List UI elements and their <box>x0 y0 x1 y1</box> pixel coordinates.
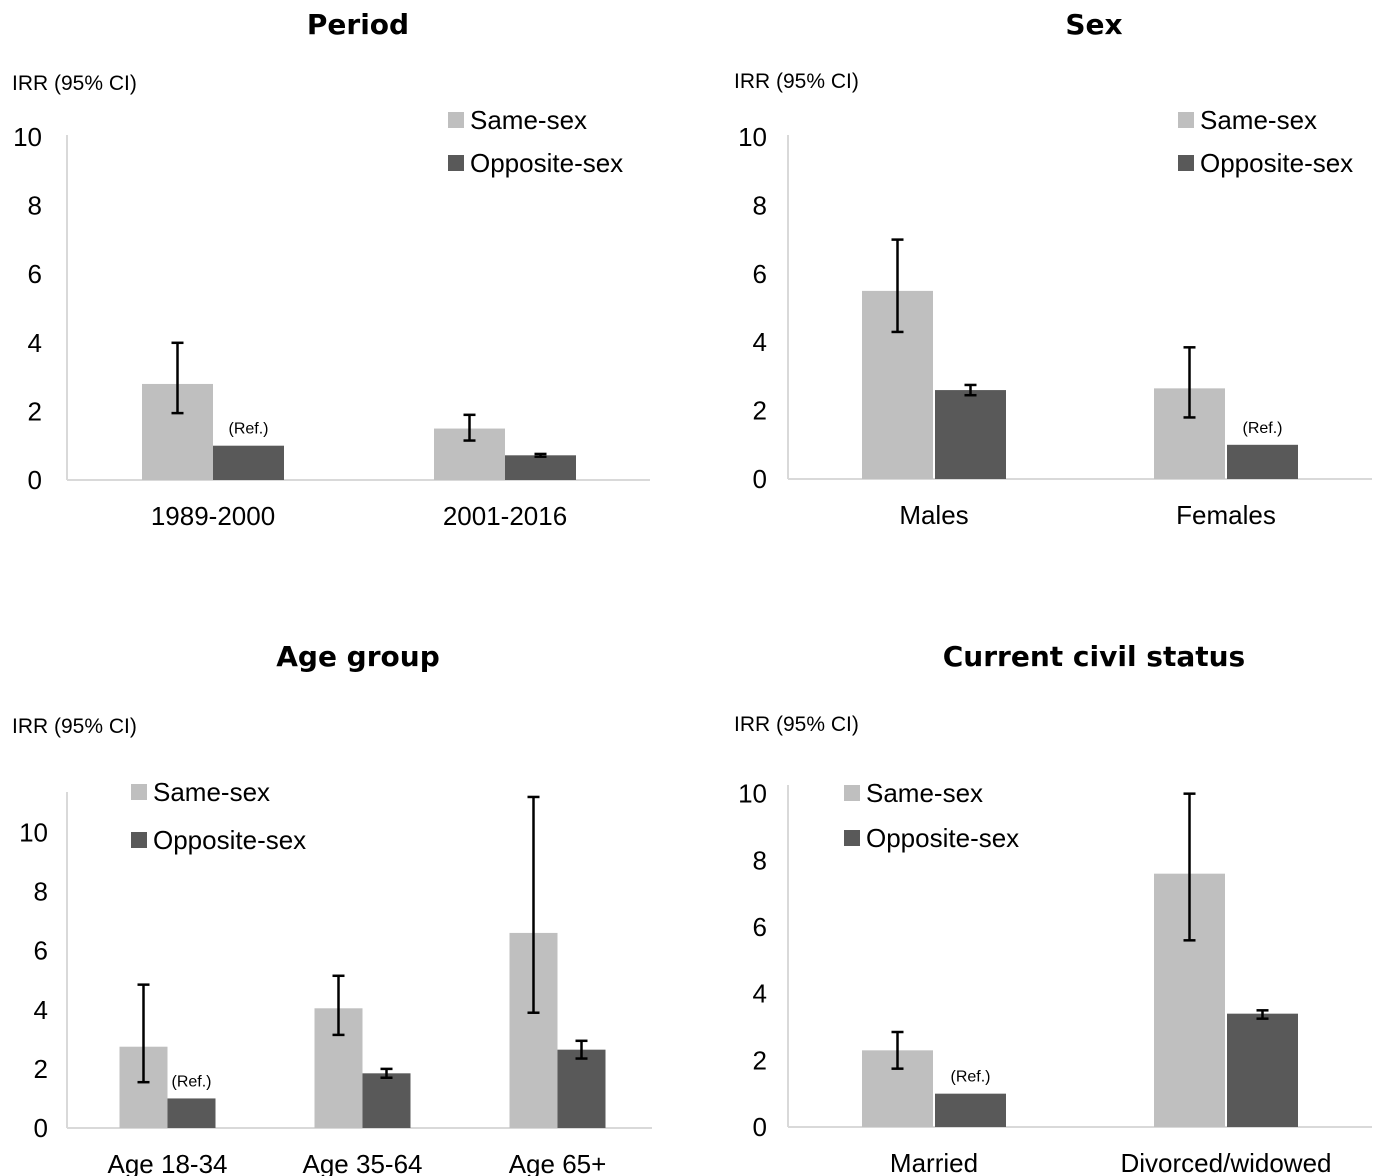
legend-swatch <box>448 112 464 128</box>
y-tick-label: 8 <box>34 877 48 907</box>
legend-label: Same-sex <box>866 778 983 808</box>
y-tick-label: 0 <box>34 1113 48 1143</box>
x-tick-label: Females <box>1176 500 1276 530</box>
y-tick-label: 6 <box>753 259 767 289</box>
legend-swatch <box>448 155 464 171</box>
legend-swatch <box>131 832 147 848</box>
chart-title: Current civil status <box>943 640 1245 673</box>
y-tick-label: 10 <box>738 779 767 809</box>
ref-annotation: (Ref.) <box>951 1069 991 1086</box>
chart-title: Sex <box>1065 8 1122 41</box>
legend-label: Same-sex <box>153 777 270 807</box>
y-tick-label: 0 <box>753 1112 767 1142</box>
legend-label: Opposite-sex <box>1200 148 1353 178</box>
bar <box>1227 444 1298 479</box>
ref-annotation: (Ref.) <box>1243 420 1283 437</box>
bar <box>167 1098 216 1128</box>
x-tick-label: Age 65+ <box>509 1149 607 1176</box>
chart-panel: Period IRR (95% CI) 0 2 4 6 8 10 1989-2000 2001-2… <box>12 8 650 531</box>
bar <box>213 445 284 480</box>
y-tick-label: 10 <box>19 817 48 847</box>
y-axis-label: IRR (95% CI) <box>12 715 137 738</box>
y-tick-label: 0 <box>753 464 767 494</box>
x-tick-label: Males <box>899 500 968 530</box>
legend: Same-sex Opposite-sex <box>844 778 1019 853</box>
y-tick-label: 2 <box>753 1045 767 1075</box>
y-tick-label: 8 <box>28 191 42 221</box>
bar <box>1227 1013 1298 1127</box>
x-tick-label: 1989-2000 <box>151 501 275 531</box>
y-axis-label: IRR (95% CI) <box>12 72 137 95</box>
bar <box>362 1073 411 1128</box>
x-tick-label: Divorced/widowed <box>1121 1148 1332 1176</box>
y-tick-label: 4 <box>753 327 767 357</box>
legend-label: Opposite-sex <box>470 148 623 178</box>
y-tick-label: 6 <box>28 259 42 289</box>
legend-label: Opposite-sex <box>153 825 306 855</box>
legend: Same-sex Opposite-sex <box>1178 105 1353 178</box>
y-tick-label: 4 <box>753 979 767 1009</box>
ref-annotation: (Ref.) <box>229 421 269 438</box>
bar <box>935 390 1006 479</box>
bar <box>557 1049 606 1128</box>
x-tick-label: Married <box>890 1148 978 1176</box>
chart-panel: Current civil status IRR (95% CI) 0 2 4 6 8 10 M… <box>734 640 1372 1176</box>
legend-swatch <box>131 784 147 800</box>
chart-panel: Age group IRR (95% CI) 0 2 4 6 8 10 Age 18-34 Age… <box>12 640 652 1176</box>
y-tick-label: 6 <box>753 912 767 942</box>
y-axis-label: IRR (95% CI) <box>734 70 859 93</box>
y-tick-label: 6 <box>34 936 48 966</box>
legend-swatch <box>844 830 860 846</box>
chart-title: Age group <box>276 640 440 673</box>
y-tick-label: 4 <box>28 328 42 358</box>
legend-label: Same-sex <box>470 105 587 135</box>
x-tick-label: 2001-2016 <box>443 501 567 531</box>
y-tick-label: 8 <box>753 190 767 220</box>
legend-swatch <box>844 785 860 801</box>
legend-swatch <box>1178 112 1194 128</box>
legend-swatch <box>1178 155 1194 171</box>
bar <box>935 1093 1006 1127</box>
y-tick-label: 8 <box>753 845 767 875</box>
y-axis-label: IRR (95% CI) <box>734 713 859 736</box>
y-tick-label: 10 <box>13 122 42 152</box>
y-tick-label: 4 <box>34 995 48 1025</box>
y-tick-label: 2 <box>28 396 42 426</box>
legend-label: Opposite-sex <box>866 823 1019 853</box>
legend: Same-sex Opposite-sex <box>448 105 623 178</box>
x-tick-label: Age 18-34 <box>108 1149 228 1176</box>
legend-label: Same-sex <box>1200 105 1317 135</box>
x-tick-label: Age 35-64 <box>303 1149 423 1176</box>
y-tick-label: 0 <box>28 465 42 495</box>
legend: Same-sex Opposite-sex <box>131 777 306 855</box>
bar <box>505 455 576 480</box>
ref-annotation: (Ref.) <box>172 1073 212 1090</box>
y-tick-label: 2 <box>34 1054 48 1084</box>
chart-panel: Sex IRR (95% CI) 0 2 4 6 8 10 Males Females (Ref.)… <box>734 8 1372 530</box>
chart-title: Period <box>307 8 409 41</box>
y-tick-label: 2 <box>753 396 767 426</box>
y-tick-label: 10 <box>738 122 767 152</box>
